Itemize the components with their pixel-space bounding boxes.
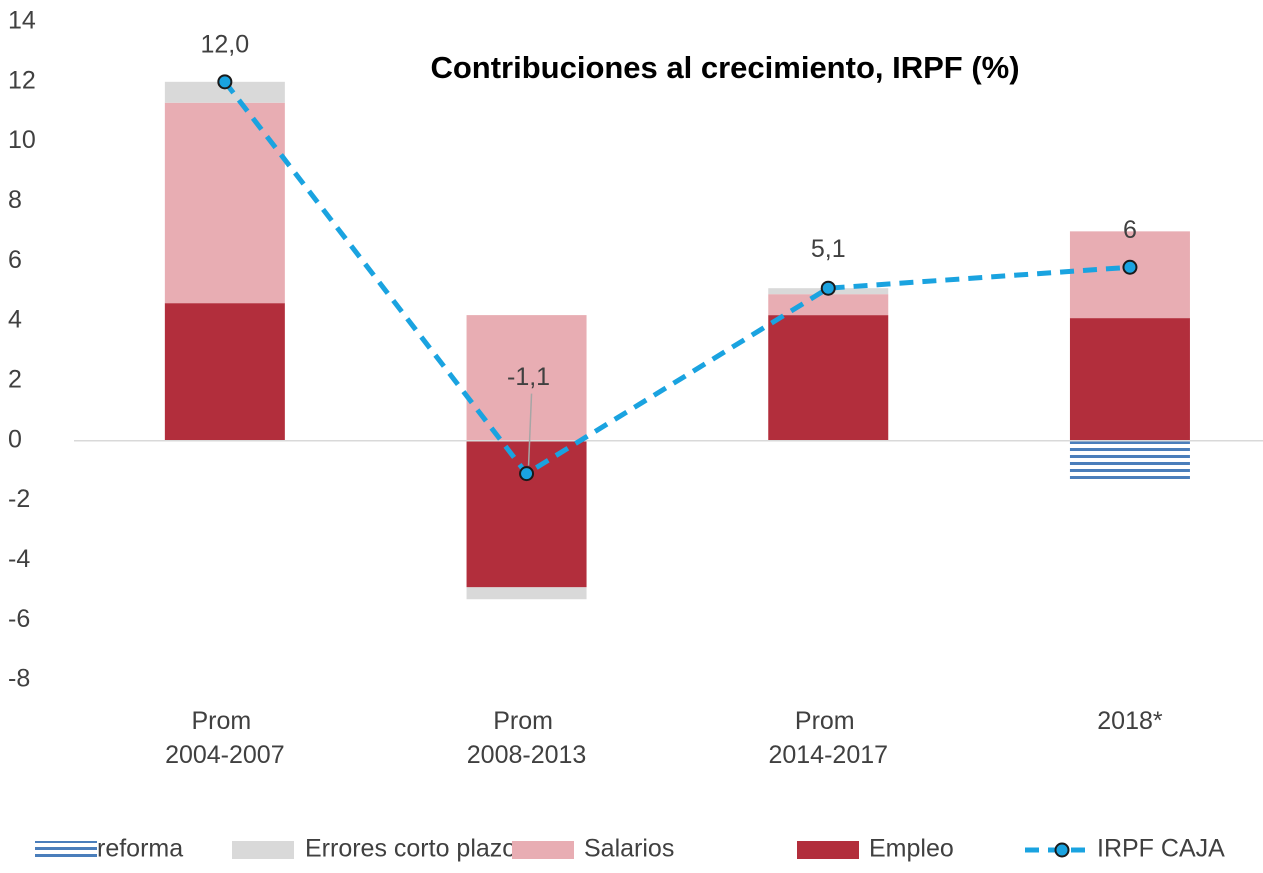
line-marker xyxy=(519,466,535,482)
line xyxy=(222,80,1131,477)
data-label: -1,1 xyxy=(507,363,550,391)
bar xyxy=(1069,440,1190,480)
x-tick-label: 2018* xyxy=(1097,707,1163,735)
line-marker xyxy=(820,280,836,296)
legend-marker xyxy=(1054,842,1070,858)
x-tick-label: Prom 2004-2007 xyxy=(165,707,285,769)
y-tick-label: 4 xyxy=(8,306,22,334)
legend-label: Empleo xyxy=(869,835,954,863)
legend-swatch xyxy=(35,841,97,858)
y-tick-label: 12 xyxy=(8,66,36,94)
chart-title: Contribuciones al crecimiento, IRPF (%) xyxy=(430,50,1019,85)
y-tick-label: 14 xyxy=(8,7,36,35)
y-tick-label: 6 xyxy=(8,246,22,274)
line-marker xyxy=(1122,259,1138,275)
data-label: 5,1 xyxy=(811,235,846,263)
x-tick-label: Prom 2014-2017 xyxy=(768,707,888,769)
y-tick-label: 10 xyxy=(8,126,36,154)
legend-label: IRPF CAJA xyxy=(1097,835,1225,863)
bar xyxy=(466,440,587,588)
y-tick-label: -4 xyxy=(8,545,30,573)
bar xyxy=(1069,318,1190,441)
bar xyxy=(768,294,889,316)
y-tick-label: 8 xyxy=(8,186,22,214)
y-tick-label: 2 xyxy=(8,366,22,394)
bar xyxy=(164,303,285,441)
leader-line xyxy=(527,393,533,466)
line-marker xyxy=(217,74,233,90)
legend-label: reforma xyxy=(97,835,183,863)
y-tick-label: -8 xyxy=(8,665,30,693)
x-tick-label: Prom 2008-2013 xyxy=(467,707,587,769)
data-label: 12,0 xyxy=(201,30,250,58)
bar xyxy=(466,587,587,600)
bar xyxy=(768,315,889,441)
data-label: 6 xyxy=(1123,216,1137,244)
bar xyxy=(164,102,285,304)
legend-swatch xyxy=(512,841,574,859)
legend-label: Salarios xyxy=(584,835,674,863)
legend-label: Errores corto plazo xyxy=(305,835,516,863)
y-tick-label: 0 xyxy=(8,425,22,453)
bar xyxy=(164,81,285,103)
y-tick-label: -6 xyxy=(8,605,30,633)
y-tick-label: -2 xyxy=(8,485,30,513)
legend-swatch xyxy=(232,841,294,859)
legend-swatch xyxy=(797,841,859,859)
